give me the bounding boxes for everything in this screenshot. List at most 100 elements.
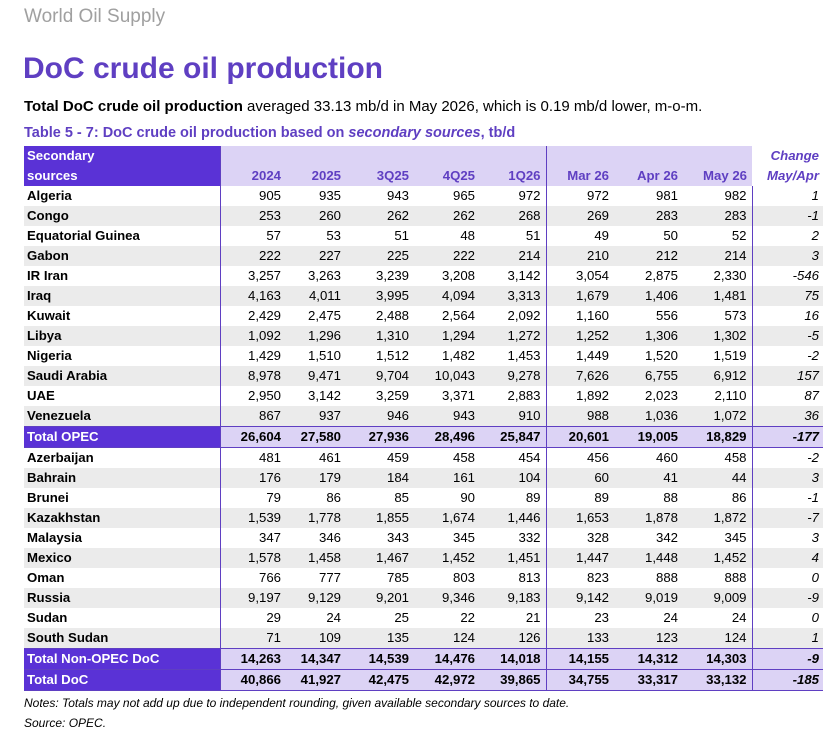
cell-value: 1,520 xyxy=(644,348,678,363)
cell-value: 2,475 xyxy=(307,308,341,323)
cell-value: 1,653 xyxy=(545,508,614,528)
header-blank-cell xyxy=(286,146,346,166)
header-change-label: May/Apr xyxy=(766,168,819,183)
cell-value: 268 xyxy=(480,206,546,226)
cell-value: 1,448 xyxy=(614,548,683,568)
header-blank-cell xyxy=(480,146,546,166)
cell-value: 1,302 xyxy=(683,326,752,346)
cell-value: 1,452 xyxy=(683,548,752,568)
cell-value: 9,197 xyxy=(219,588,286,608)
cell-value: 40,866 xyxy=(219,669,286,691)
row-label: Brunei xyxy=(27,490,69,505)
cell-value: 41 xyxy=(614,468,683,488)
cell-value: 1,539 xyxy=(219,508,286,528)
column-header: 4Q25 xyxy=(414,166,480,186)
row-label: Azerbaijan xyxy=(27,450,94,465)
cell-value: 1,855 xyxy=(346,508,414,528)
caption-italic: secondary sources xyxy=(348,125,481,141)
table-row: UAE 2,950 3,142 3,259 3,371 2,883 1,892 2,023 2,… xyxy=(24,386,823,406)
table-row: Malaysia 347 346 343 345 332 328 342 345 3 xyxy=(24,528,823,548)
cell-value: 24 xyxy=(731,610,747,625)
cell-value: 179 xyxy=(286,468,346,488)
lead-paragraph: Total DoC crude oil production averaged … xyxy=(24,98,702,115)
table-row: Congo 253 260 262 262 268 269 283 283 -1 xyxy=(24,206,823,226)
cell-change: -185 xyxy=(751,669,823,691)
cell-value: 29 xyxy=(219,608,286,628)
cell-value: 14,303 xyxy=(683,648,752,670)
header-blank-cell xyxy=(414,146,480,166)
table-caption: Table 5 - 7: DoC crude oil production ba… xyxy=(24,125,515,141)
cell-value: 803 xyxy=(452,570,475,585)
header-blank-cell xyxy=(346,146,414,166)
table-row: Brunei 79 86 85 90 89 89 88 86 -1 xyxy=(24,488,823,508)
cell-value: 27,936 xyxy=(346,426,414,448)
row-label: Nigeria xyxy=(27,348,72,363)
cell-value: 2,429 xyxy=(219,306,286,326)
cell-value: 90 xyxy=(460,490,475,505)
table-row: Algeria 905 935 943 965 972 972 981 982 1 xyxy=(24,186,823,206)
cell-change: -546 xyxy=(751,266,823,286)
cell-value: 3,259 xyxy=(375,388,409,403)
cell-value: 283 xyxy=(614,206,683,226)
cell-value: 51 xyxy=(525,228,541,243)
table-row: Gabon 222 227 225 222 214 210 212 214 3 xyxy=(24,246,823,266)
cell-value: 1,778 xyxy=(286,508,346,528)
cell-value: 24 xyxy=(663,610,678,625)
cell-change: -9 xyxy=(751,648,823,670)
table-row: South Sudan 71 109 135 124 126 133 123 124 1 xyxy=(24,628,823,649)
cell-value: 458 xyxy=(724,450,747,465)
cell-value: 867 xyxy=(219,406,286,427)
cell-value: 328 xyxy=(545,528,614,548)
cell-value: 888 xyxy=(724,570,747,585)
total-row: Total Non-OPEC DoC 14,263 14,347 14,539 14,4… xyxy=(24,648,823,670)
cell-value: 481 xyxy=(219,447,286,468)
table-row: Azerbaijan 481 461 459 458 454 456 460 458 -2 xyxy=(24,447,823,468)
cell-value: 345 xyxy=(452,530,475,545)
table-header-row: Secondary Change xyxy=(24,146,823,166)
row-label: Russia xyxy=(24,588,220,608)
cell-value: 124 xyxy=(683,628,752,649)
cell-value: 1,878 xyxy=(614,508,683,528)
cell-value: 109 xyxy=(286,628,346,649)
cell-value: 25,847 xyxy=(480,426,546,448)
cell-value: 50 xyxy=(663,228,678,243)
cell-value: 1,446 xyxy=(480,508,546,528)
cell-value: 4,011 xyxy=(286,286,346,306)
cell-value: 2,564 xyxy=(441,308,475,323)
cell-value: 14,347 xyxy=(286,648,346,670)
cell-value: 1,453 xyxy=(507,348,541,363)
cell-value: 556 xyxy=(655,308,678,323)
cell-value: 3,142 xyxy=(507,268,541,283)
table-row: Bahrain 176 179 184 161 104 60 41 44 3 xyxy=(24,468,823,488)
cell-value: 210 xyxy=(545,246,614,266)
row-label: Venezuela xyxy=(24,406,220,427)
header-row-label: Secondary xyxy=(24,146,220,166)
row-label: Sudan xyxy=(27,610,68,625)
cell-value: 1,036 xyxy=(614,406,683,427)
cell-change: 0 xyxy=(751,568,823,588)
cell-value: 458 xyxy=(452,450,475,465)
cell-change: -2 xyxy=(751,346,823,366)
cell-value: 9,201 xyxy=(346,588,414,608)
table-row: Russia 9,197 9,129 9,201 9,346 9,183 9,142 9,01… xyxy=(24,588,823,608)
row-label: Total Non-OPEC DoC xyxy=(24,648,220,670)
cell-value: 25 xyxy=(394,610,409,625)
cell-value: 44 xyxy=(683,468,752,488)
cell-value: 343 xyxy=(386,530,409,545)
cell-value: 41,927 xyxy=(286,669,346,691)
cell-value: 1,578 xyxy=(219,548,286,568)
cell-value: 33,317 xyxy=(614,669,683,691)
cell-value: 346 xyxy=(318,530,341,545)
row-label: Kazakhstan xyxy=(24,508,220,528)
cell-value: 1,482 xyxy=(441,348,475,363)
cell-value: 1,406 xyxy=(614,286,683,306)
cell-value: 53 xyxy=(326,228,341,243)
cell-value: 1,272 xyxy=(480,326,546,346)
cell-value: 225 xyxy=(346,246,414,266)
cell-value: 22 xyxy=(460,610,475,625)
cell-value: 253 xyxy=(219,206,286,226)
cell-value: 1,458 xyxy=(286,548,346,568)
header-change-label: Change xyxy=(770,148,819,163)
row-label: Total OPEC xyxy=(24,426,220,448)
cell-value: 2,488 xyxy=(375,308,409,323)
